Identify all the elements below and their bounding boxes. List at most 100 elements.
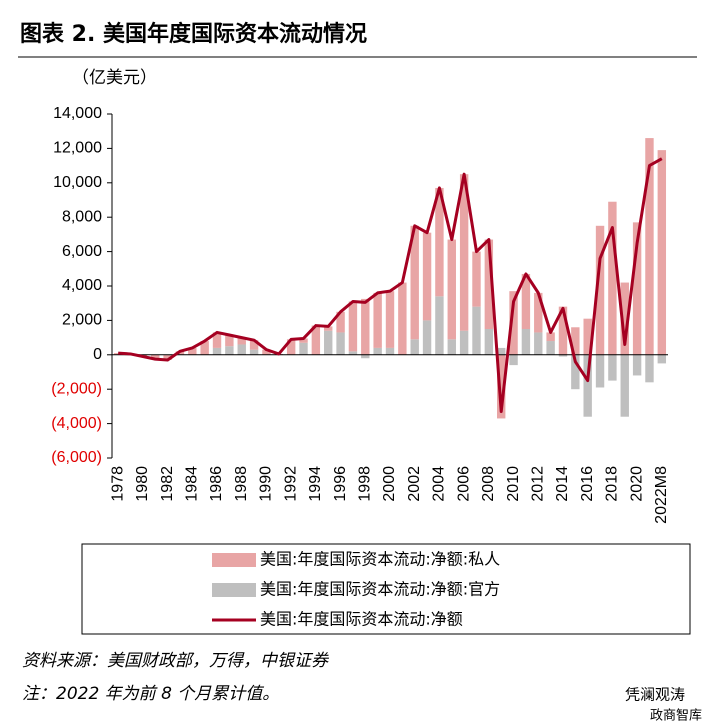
bar [496,347,506,355]
x-tick-label: 2020 [628,466,645,502]
y-tick-label: (6,000) [51,449,102,466]
bar [645,354,654,383]
bar [583,318,592,355]
legend-label: 美国:年度国际资本流动:净额:私人 [260,550,500,569]
bar [348,301,358,352]
bar [484,239,494,329]
bar [398,282,407,355]
x-tick-label: 1978 [109,466,126,502]
bar [509,354,518,366]
bar [534,332,543,355]
bar [595,354,605,388]
x-tick-label: 2006 [455,466,472,502]
unit-label: （亿美元） [72,68,157,88]
legend-label: 美国:年度国际资本流动:净额:官方 [260,580,500,599]
bar [620,282,629,355]
bar [645,138,654,355]
x-tick-label: 1980 [134,466,151,502]
bar [373,292,382,348]
bar [336,332,345,355]
y-tick-label: 4,000 [62,277,102,294]
bar [385,347,395,355]
bar [422,232,432,321]
y-tick-label: (4,000) [51,415,102,432]
bar [410,339,419,355]
bar [447,239,456,340]
x-tick-label: 2016 [579,466,596,502]
x-tick-label: 2012 [529,466,546,502]
bar [546,332,555,342]
x-tick-label: 2018 [604,466,621,502]
bar [657,150,667,355]
legend-label: 美国:年度国际资本流动:净额 [260,610,463,629]
bar [286,339,296,355]
bar [558,354,568,357]
bar [435,296,444,355]
x-tick-label: 1990 [258,466,275,502]
bar [299,338,308,343]
x-tick-label: 1982 [159,466,176,502]
bar [299,342,308,355]
x-tick-label: 1988 [233,466,250,502]
bar [385,291,395,348]
bar [472,251,481,307]
bar [521,273,531,329]
legend-swatch [212,583,256,597]
bar [410,225,419,340]
bar [324,326,333,331]
watermark-sub: 政商智库 [650,708,702,724]
bar [212,332,222,348]
x-tick-label: 1996 [332,466,349,502]
bar [447,339,456,355]
bar [571,327,580,355]
bar [311,325,321,355]
x-tick-label: 2022M8 [653,466,670,524]
bar [225,335,234,347]
watermark: 凭澜观涛 [625,686,685,704]
bar [608,354,617,381]
bar [459,174,469,331]
bar [336,311,345,333]
bar [546,341,555,355]
source: 资料来源：美国财政部，万得，中银证券 [22,651,330,671]
bar [595,225,605,355]
x-tick-label: 1998 [357,466,374,502]
y-tick-label: 2,000 [62,312,102,329]
bar [373,347,382,355]
bar [163,354,172,360]
bar [324,330,333,355]
bar [435,187,444,297]
bar [200,341,209,355]
bar [484,329,494,355]
bar [262,349,271,355]
bar [657,354,667,364]
bar [348,351,358,355]
bar [237,344,246,355]
bar [534,292,543,333]
y-tick-label: 10,000 [53,174,102,191]
chart-title: 图表 2. 美国年度国际资本流动情况 [20,21,367,47]
y-tick-label: 14,000 [53,105,102,122]
bar [422,320,432,355]
bar [620,354,629,417]
line [118,157,663,414]
y-tick-label: (2,000) [51,380,102,397]
y-tick-label: 0 [93,346,102,363]
bar [361,354,370,359]
bar [558,306,568,355]
legend-box [81,543,691,635]
x-tick-label: 1992 [282,466,299,502]
bar [571,354,580,390]
y-tick-label: 6,000 [62,243,102,260]
bar [632,222,642,355]
x-tick-label: 1994 [307,466,324,502]
bar [225,346,234,355]
legend-swatch [212,553,256,567]
note: 注：2022 年为前 8 个月累计值。 [22,684,279,704]
bar [361,298,370,355]
bar [459,330,469,355]
y-tick-label: 8,000 [62,208,102,225]
x-tick-label: 1984 [184,466,201,502]
bar [212,347,222,355]
